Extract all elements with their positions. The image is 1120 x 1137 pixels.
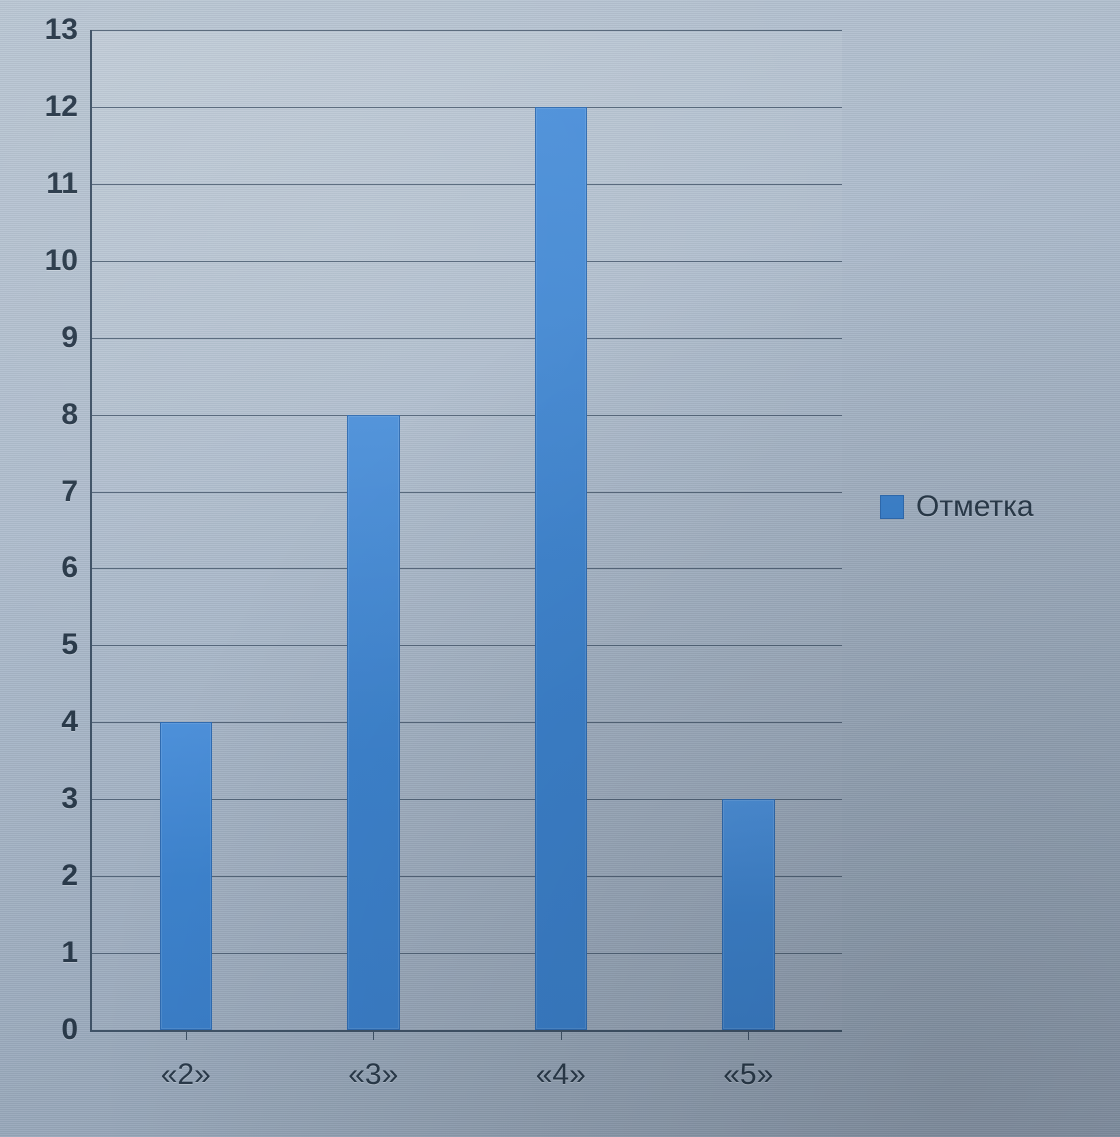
gridline <box>92 568 842 569</box>
gridline <box>92 107 842 108</box>
y-tick-label: 0 <box>61 1013 78 1047</box>
y-tick-label: 10 <box>45 244 78 278</box>
bar <box>722 799 775 1030</box>
gridline <box>92 30 842 31</box>
x-tick <box>748 1030 749 1040</box>
y-tick-label: 13 <box>45 13 78 47</box>
x-tick <box>561 1030 562 1040</box>
y-tick-label: 9 <box>61 321 78 355</box>
gridline <box>92 261 842 262</box>
y-tick-label: 7 <box>61 475 78 509</box>
legend: Отметка <box>880 490 1034 524</box>
x-tick-label: «3» <box>348 1058 398 1092</box>
bar <box>347 415 400 1030</box>
gridline <box>92 415 842 416</box>
x-tick-label: «2» <box>161 1058 211 1092</box>
y-tick-label: 12 <box>45 90 78 124</box>
gridline <box>92 645 842 646</box>
gridline <box>92 492 842 493</box>
y-tick-label: 8 <box>61 398 78 432</box>
gridline <box>92 338 842 339</box>
plot-area: 012345678910111213«2»«3»«4»«5» <box>90 30 842 1032</box>
x-tick <box>373 1030 374 1040</box>
y-tick-label: 4 <box>61 705 78 739</box>
bar <box>535 107 588 1030</box>
y-tick-label: 6 <box>61 551 78 585</box>
y-tick-label: 11 <box>46 167 78 201</box>
y-tick-label: 5 <box>61 628 78 662</box>
legend-swatch <box>880 495 904 519</box>
y-tick-label: 2 <box>61 859 78 893</box>
legend-label: Отметка <box>916 490 1034 524</box>
chart-canvas: 012345678910111213«2»«3»«4»«5» Отметка <box>0 0 1120 1137</box>
gridline <box>92 184 842 185</box>
bar <box>160 722 213 1030</box>
x-tick-label: «4» <box>536 1058 586 1092</box>
x-tick-label: «5» <box>723 1058 773 1092</box>
y-tick-label: 3 <box>61 782 78 816</box>
y-tick-label: 1 <box>61 936 78 970</box>
x-tick <box>186 1030 187 1040</box>
